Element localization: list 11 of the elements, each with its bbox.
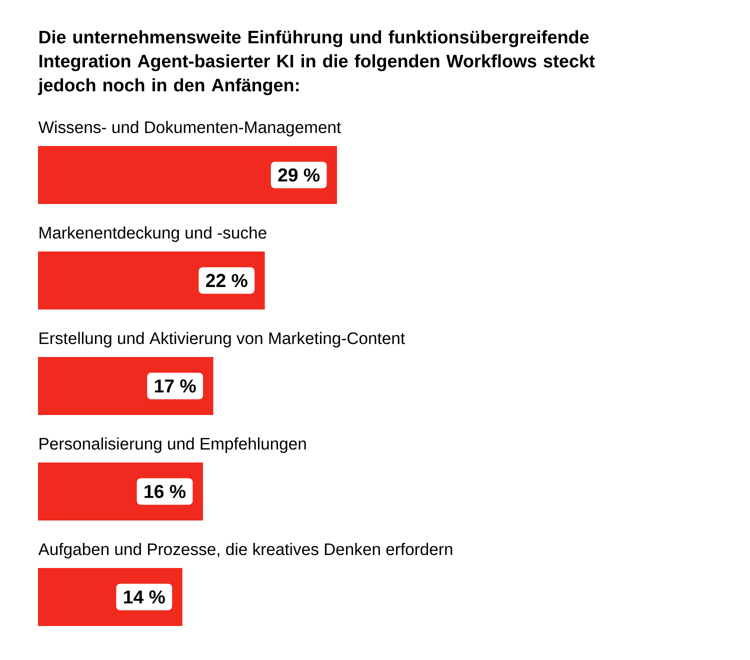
chart-title: Die unternehmensweite Einführung und funktionsübergreifende Integration Agent-basierter KI in die folgenden Workflows steckt jedoch noch in den Anfängen:	[38, 30, 595, 96]
y-tick-label: Aufgaben und Prozesse, die kreatives Denken erfordern	[38, 542, 452, 558]
data-label: 16 %	[144, 484, 186, 498]
y-tick-label: Markenentdeckung und -suche	[40, 226, 266, 242]
y-tick-label: Erstellung und Aktivierung von Marketing-Content	[40, 332, 405, 348]
y-tick-label: Personalisierung und Empfehlungen	[40, 437, 306, 453]
y-tick-label: Wissens- und Dokumenten-Management	[38, 120, 342, 136]
data-label: 17 %	[154, 379, 196, 393]
data-label: 14 %	[124, 590, 165, 604]
data-label: 22 %	[206, 274, 248, 288]
data-label: 29 %	[278, 168, 320, 182]
